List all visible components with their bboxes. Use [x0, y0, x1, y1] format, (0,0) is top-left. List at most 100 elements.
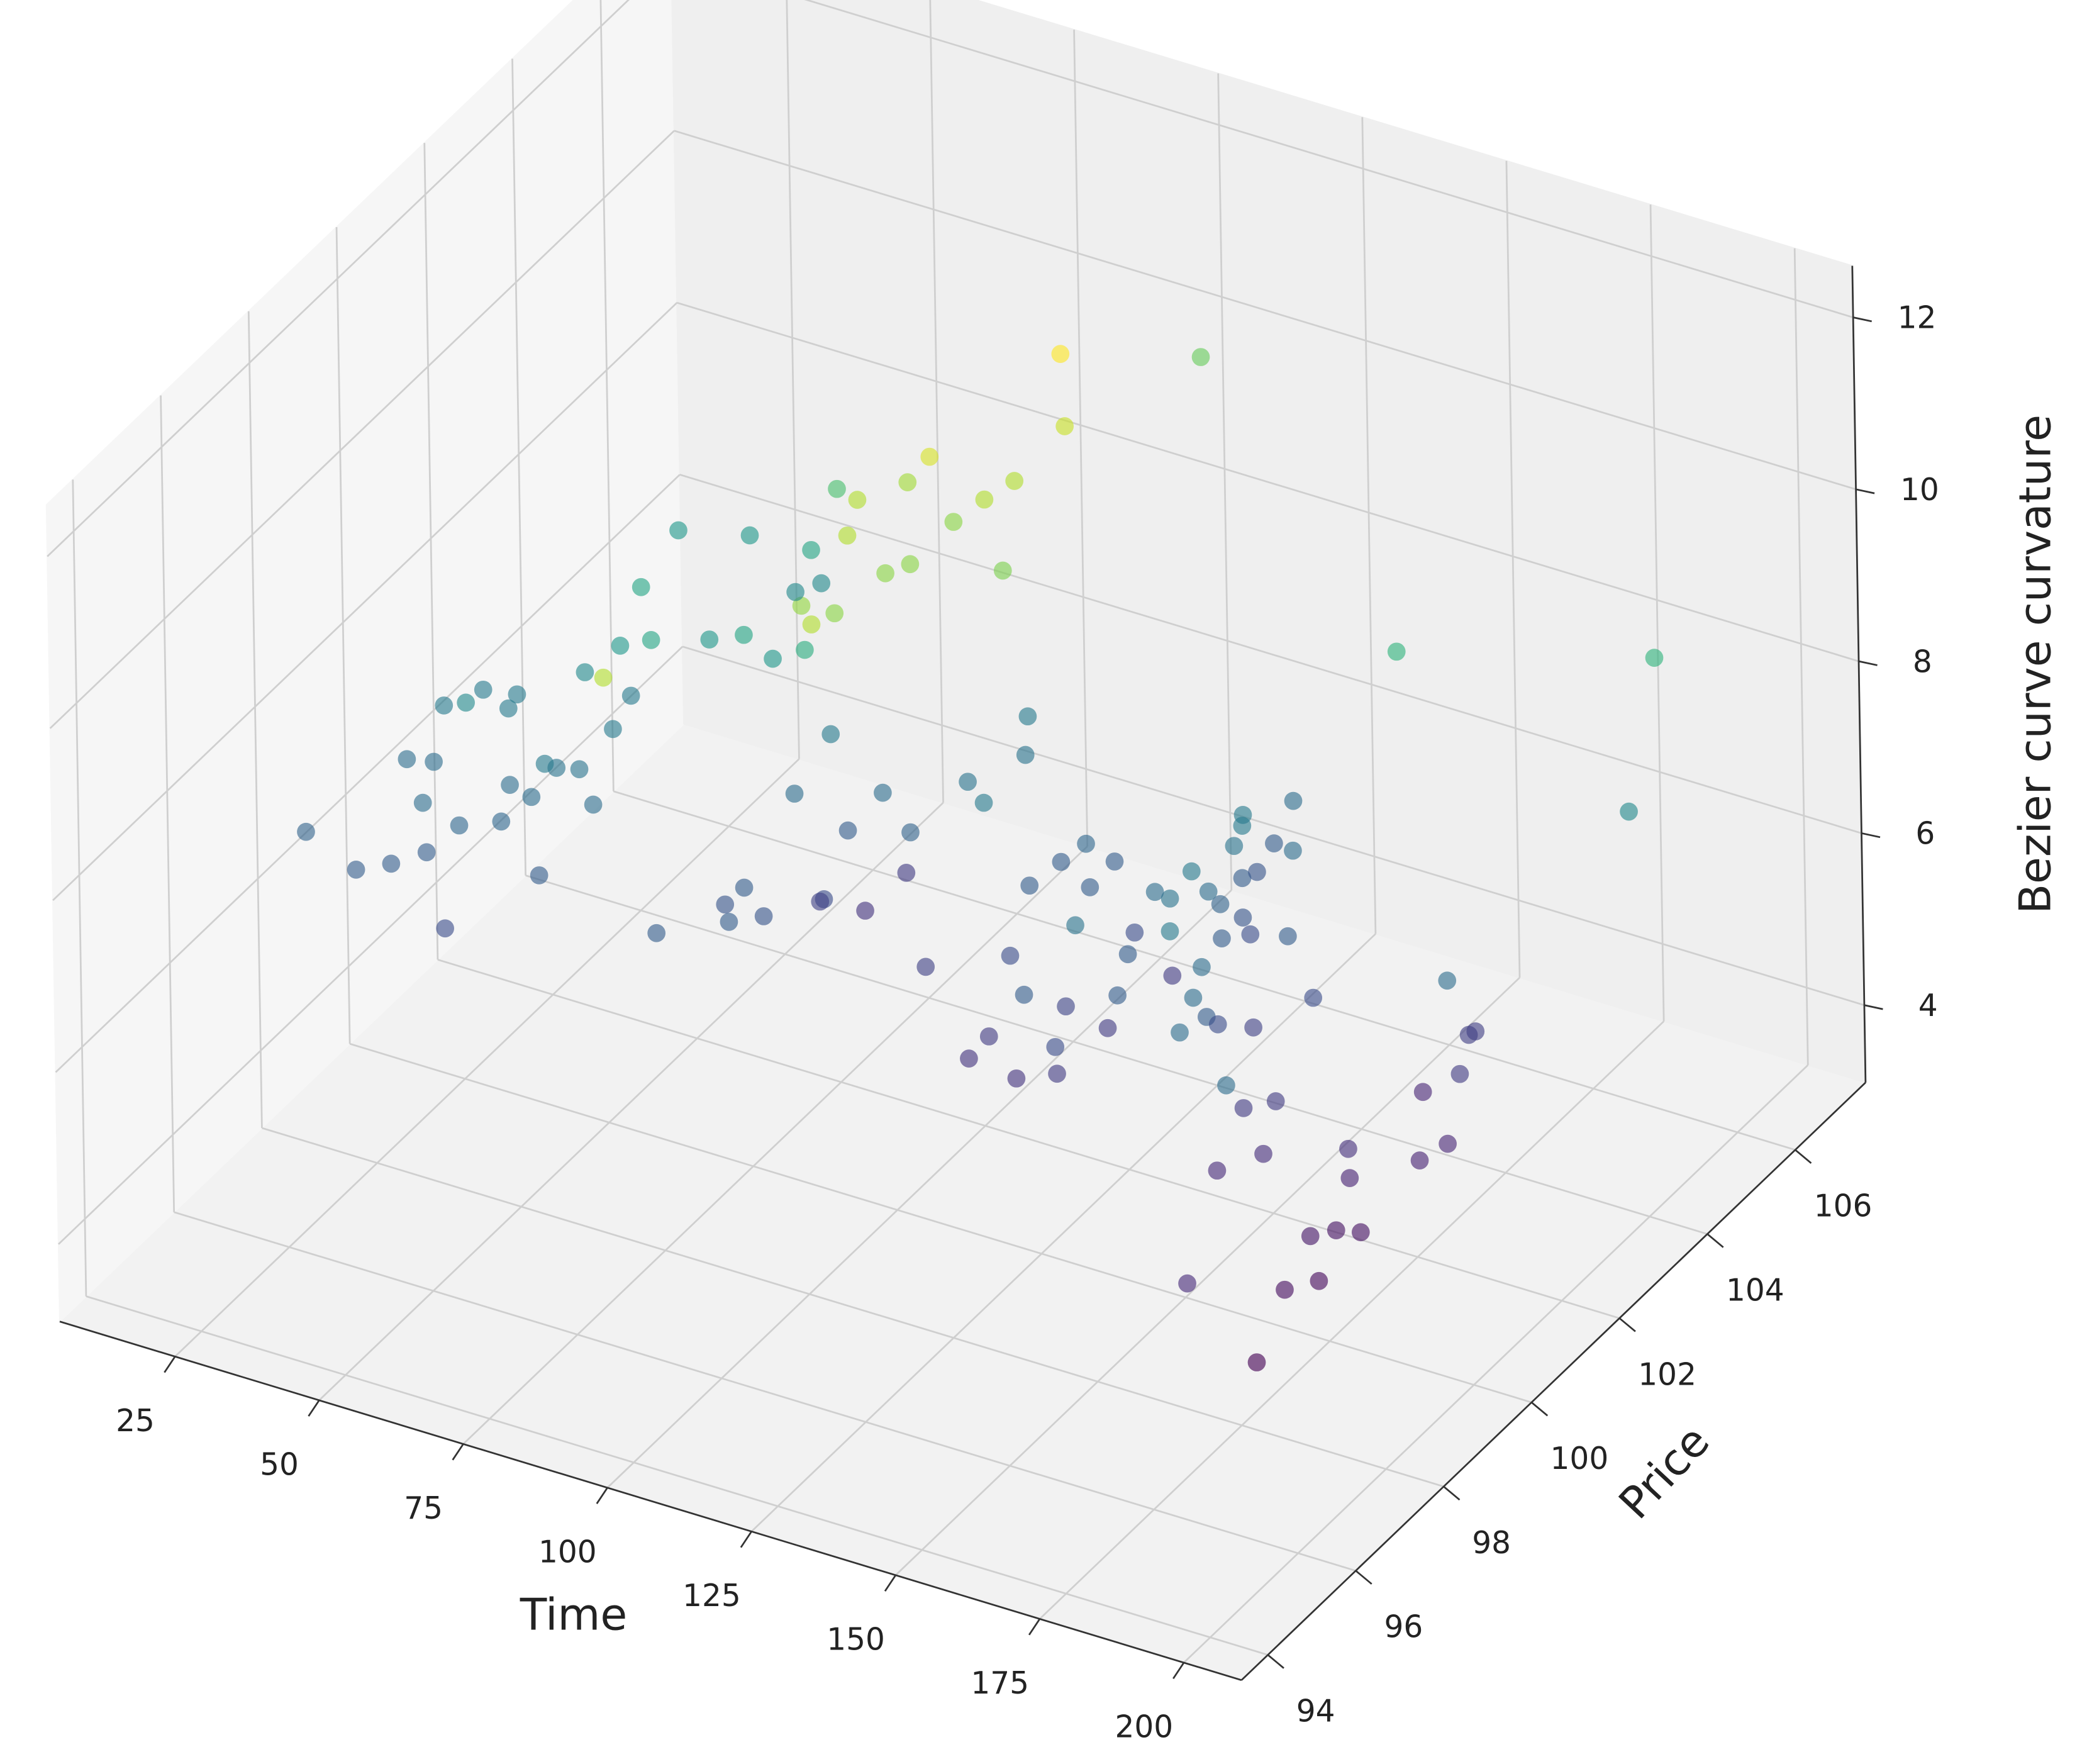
- point: [499, 699, 518, 718]
- point: [570, 760, 589, 779]
- point: [796, 640, 814, 659]
- y-grid-line: [247, 311, 263, 1129]
- x-tick-mark: [1028, 1618, 1041, 1636]
- point: [530, 866, 548, 885]
- point: [1118, 945, 1137, 964]
- x-tick-mark: [596, 1487, 608, 1504]
- z-tick-mark: [1858, 660, 1878, 666]
- x-tick-label: 200: [1115, 1709, 1173, 1744]
- point: [501, 776, 519, 794]
- point: [1284, 841, 1302, 860]
- point: [435, 696, 454, 715]
- x-tick-label: 100: [538, 1534, 597, 1570]
- x-grid-line: [1505, 160, 1521, 978]
- point: [1052, 852, 1071, 871]
- y-tick-label: 106: [1814, 1189, 1873, 1224]
- point: [856, 902, 874, 920]
- y-grid-line: [349, 1042, 1532, 1404]
- point: [1001, 946, 1020, 965]
- point: [576, 663, 594, 681]
- z-tick-mark: [1864, 1004, 1883, 1010]
- x-grid-line: [606, 889, 1232, 1488]
- y-tick-mark: [1618, 1317, 1636, 1332]
- z-grid-line: [47, 0, 630, 557]
- z-tick-label: 4: [1918, 988, 1938, 1024]
- z-tick-mark: [1856, 488, 1875, 494]
- point: [1645, 649, 1664, 667]
- y-axis-line: [1240, 1081, 1866, 1681]
- x-axis-line: [59, 1320, 1242, 1682]
- point: [1304, 988, 1323, 1007]
- point: [700, 630, 719, 649]
- point: [1233, 817, 1252, 835]
- point: [1213, 929, 1231, 947]
- y-tick-mark: [1531, 1402, 1549, 1417]
- x-tick-mark: [740, 1531, 752, 1548]
- x-grid-line: [1649, 204, 1665, 1022]
- y-grid-line: [72, 479, 87, 1297]
- point: [1410, 1151, 1429, 1170]
- x-tick-mark: [164, 1356, 176, 1373]
- z-tick-label: 8: [1913, 644, 1932, 679]
- point: [1211, 895, 1230, 913]
- point: [740, 526, 759, 545]
- z-tick-label: 10: [1900, 472, 1939, 508]
- point: [944, 513, 963, 531]
- point: [848, 491, 867, 509]
- point: [735, 878, 754, 897]
- point: [993, 561, 1012, 580]
- point: [1438, 971, 1457, 990]
- grid: [47, 0, 1865, 1663]
- point: [398, 750, 416, 769]
- point: [1265, 834, 1283, 852]
- point: [450, 816, 469, 835]
- point: [1351, 1223, 1370, 1242]
- z-axis-line: [1851, 265, 1867, 1083]
- point: [786, 583, 804, 601]
- y-tick-label: 96: [1384, 1610, 1423, 1645]
- point: [425, 752, 443, 771]
- point: [979, 1027, 998, 1046]
- point: [1057, 997, 1075, 1016]
- point: [1108, 986, 1127, 1005]
- z-tick-mark: [1861, 832, 1881, 839]
- point: [1301, 1227, 1320, 1246]
- x-grid-line: [174, 758, 800, 1358]
- point: [1163, 966, 1182, 985]
- point: [584, 795, 603, 814]
- y-tick-label: 94: [1296, 1694, 1335, 1729]
- point: [1005, 472, 1024, 490]
- y-tick-mark: [1443, 1485, 1461, 1501]
- point: [898, 473, 917, 491]
- point: [508, 685, 526, 704]
- y-tick-label: 102: [1638, 1357, 1696, 1392]
- point: [802, 615, 821, 634]
- x-grid-line: [1361, 117, 1377, 934]
- point: [594, 668, 613, 687]
- x-tick-label: 125: [682, 1578, 741, 1614]
- y-grid-line: [160, 395, 175, 1212]
- point: [1284, 791, 1303, 810]
- point: [1161, 922, 1179, 941]
- point: [535, 754, 554, 773]
- point: [1046, 1037, 1065, 1056]
- z-grid-line: [49, 130, 675, 729]
- y-tick-mark: [1355, 1570, 1372, 1585]
- y-tick-mark: [1706, 1233, 1724, 1248]
- point: [632, 578, 650, 596]
- x-tick-mark: [308, 1400, 320, 1417]
- point: [1015, 985, 1033, 1004]
- point: [901, 823, 920, 842]
- point: [1105, 852, 1124, 871]
- point: [1182, 862, 1201, 881]
- point: [1266, 1092, 1285, 1110]
- point: [474, 680, 493, 699]
- z-grid-line: [676, 301, 1859, 662]
- point: [492, 812, 511, 831]
- x-tick-mark: [884, 1575, 897, 1592]
- point: [1199, 882, 1218, 901]
- point: [604, 720, 622, 739]
- point: [792, 596, 811, 615]
- points: [297, 345, 1664, 1371]
- point: [1241, 925, 1260, 944]
